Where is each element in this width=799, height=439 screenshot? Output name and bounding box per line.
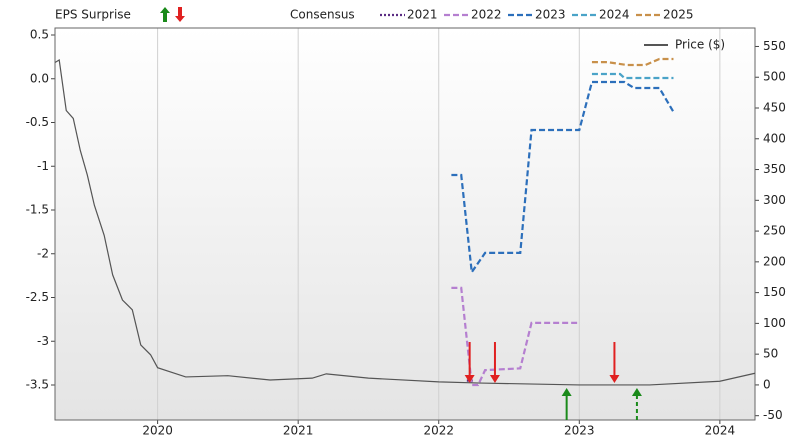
plot-background [55, 28, 755, 420]
series-line [591, 57, 674, 67]
y2-tick-label: 400 [763, 131, 786, 145]
x-tick-label: 2024 [705, 424, 736, 438]
surprise-arrow-head [464, 375, 475, 383]
legend-label: Price ($) [675, 38, 725, 52]
y-tick-label: -3.5 [26, 378, 49, 392]
legend-label: 2021 [407, 8, 438, 22]
y2-tick-label: 200 [763, 254, 786, 268]
surprise-arrow-head [561, 388, 572, 396]
surprise-arrow-head [631, 388, 642, 396]
y2-tick-label: 100 [763, 316, 786, 330]
series-line [451, 80, 675, 276]
surprise-arrow-head [489, 375, 500, 383]
y-tick-label: -0.5 [26, 115, 49, 129]
y-tick-label: 0.0 [30, 71, 49, 85]
series-line [591, 72, 674, 80]
y2-tick-label: 50 [763, 347, 778, 361]
y2-tick-label: 350 [763, 162, 786, 176]
y-tick-label: -1.5 [26, 203, 49, 217]
series-line [54, 59, 756, 386]
y2-tick-label: 450 [763, 101, 786, 115]
x-tick-label: 2021 [283, 424, 314, 438]
legend-label: 2022 [471, 8, 502, 22]
surprise-arrow-head [609, 375, 620, 383]
y2-tick-label: 550 [763, 39, 786, 53]
x-tick-label: 2022 [423, 424, 454, 438]
legend-down-arrow [175, 7, 185, 22]
y2-tick-label: 0 [763, 377, 771, 391]
x-tick-label: 2023 [564, 424, 595, 438]
y2-tick-label: 250 [763, 224, 786, 238]
y2-tick-label: 300 [763, 193, 786, 207]
y-tick-label: -2 [37, 246, 49, 260]
legend-label: 2024 [599, 8, 630, 22]
y-tick-label: 0.5 [30, 28, 49, 42]
y-tick-label: -1 [37, 159, 49, 173]
legend-up-arrow [160, 7, 170, 22]
x-tick-label: 2020 [142, 424, 173, 438]
legend-label: 2025 [663, 8, 694, 22]
legend-title: Consensus [290, 8, 355, 22]
y-tick-label: -3 [37, 334, 49, 348]
chart-title: EPS Surprise [55, 8, 131, 22]
y2-tick-label: 150 [763, 285, 786, 299]
series-line [451, 286, 580, 387]
y2-tick-label: 500 [763, 70, 786, 84]
y2-tick-label: -50 [763, 408, 783, 422]
plot-border [54, 27, 756, 421]
y-tick-label: -2.5 [26, 290, 49, 304]
legend-label: 2023 [535, 8, 566, 22]
